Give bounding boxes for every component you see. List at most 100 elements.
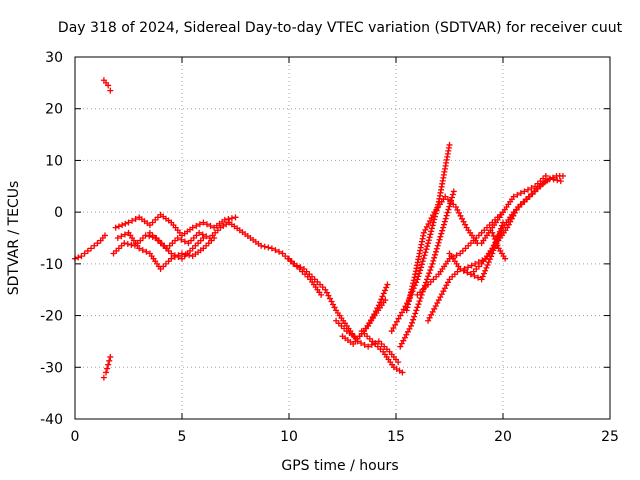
data-point bbox=[276, 248, 283, 255]
data-point bbox=[405, 298, 412, 305]
data-point bbox=[420, 255, 427, 262]
data-point bbox=[410, 280, 417, 287]
data-point bbox=[272, 247, 279, 254]
data-point bbox=[453, 252, 460, 259]
data-point bbox=[557, 178, 564, 185]
data-point bbox=[528, 185, 535, 192]
data-point bbox=[88, 245, 95, 252]
data-point bbox=[418, 261, 425, 268]
data-point bbox=[494, 242, 501, 249]
data-point bbox=[107, 87, 114, 94]
x-tick-label: 0 bbox=[71, 429, 80, 445]
data-point bbox=[510, 193, 517, 200]
data-point bbox=[440, 224, 447, 231]
series-arc-15 bbox=[403, 193, 481, 314]
data-point bbox=[415, 273, 422, 280]
series-arc-7 bbox=[146, 229, 207, 262]
series-arc-13 bbox=[388, 141, 453, 335]
data-point bbox=[489, 229, 496, 236]
data-point bbox=[393, 318, 400, 325]
data-point bbox=[94, 240, 101, 247]
series-arc-21 bbox=[489, 229, 509, 262]
data-point bbox=[425, 273, 432, 280]
x-axis-label: GPS time / hours bbox=[281, 458, 398, 474]
data-point bbox=[439, 227, 446, 234]
data-point bbox=[171, 252, 178, 259]
data-point bbox=[484, 262, 491, 269]
data-point bbox=[465, 264, 472, 271]
series-arc-3 bbox=[100, 353, 114, 381]
data-point bbox=[146, 233, 153, 240]
data-point bbox=[410, 277, 417, 284]
data-point bbox=[493, 239, 500, 246]
data-point bbox=[407, 289, 414, 296]
data-point bbox=[388, 328, 395, 335]
data-point bbox=[559, 172, 566, 179]
y-tick-label: -20 bbox=[40, 309, 63, 325]
y-tick-label: 30 bbox=[45, 50, 63, 66]
data-point bbox=[547, 175, 554, 182]
series-arc-19 bbox=[461, 175, 564, 273]
data-point bbox=[114, 235, 121, 241]
data-point bbox=[524, 186, 531, 193]
data-point bbox=[168, 250, 175, 257]
data-point bbox=[521, 188, 528, 195]
data-point bbox=[444, 209, 451, 216]
data-point bbox=[200, 219, 207, 226]
data-point bbox=[142, 232, 149, 239]
data-point bbox=[128, 241, 135, 248]
data-point bbox=[517, 190, 524, 197]
data-point bbox=[105, 82, 112, 89]
data-point bbox=[483, 264, 490, 271]
data-point bbox=[472, 260, 479, 267]
data-point bbox=[107, 353, 114, 360]
data-point bbox=[414, 304, 421, 311]
data-point bbox=[490, 232, 497, 239]
data-point bbox=[412, 310, 419, 317]
data-point bbox=[380, 290, 387, 297]
data-point bbox=[468, 262, 475, 269]
data-point bbox=[232, 214, 239, 221]
axis-ticks: 0 5 10 15 20 25 -40 -30 -20 -10 0 10 20 30 bbox=[40, 50, 619, 445]
series-arc-4 bbox=[112, 211, 239, 239]
data-point bbox=[132, 216, 139, 223]
data-point bbox=[139, 247, 146, 254]
data-point bbox=[382, 297, 389, 304]
data-point bbox=[409, 319, 416, 326]
data-point bbox=[491, 236, 498, 243]
data-point bbox=[415, 301, 422, 308]
series-arc-2 bbox=[100, 77, 114, 94]
data-point bbox=[480, 270, 487, 277]
chart-title: Day 318 of 2024, Sidereal Day-to-day VTE… bbox=[58, 20, 623, 36]
series-arc-1 bbox=[72, 232, 108, 262]
y-axis-label: SDTVAR / TECUs bbox=[6, 181, 22, 296]
data-point bbox=[168, 255, 175, 262]
data-point bbox=[258, 242, 265, 249]
x-tick-label: 5 bbox=[178, 429, 187, 445]
data-point bbox=[78, 253, 85, 260]
data-point bbox=[417, 264, 424, 271]
data-point bbox=[318, 291, 325, 298]
data-point bbox=[479, 273, 486, 280]
data-point bbox=[81, 250, 88, 257]
data-point bbox=[200, 235, 207, 241]
data-point bbox=[129, 217, 136, 224]
data-point bbox=[395, 359, 402, 366]
data-point bbox=[101, 232, 108, 239]
data-point bbox=[124, 241, 131, 248]
data-point bbox=[416, 298, 423, 305]
data-point bbox=[100, 374, 107, 381]
y-tick-label: 20 bbox=[45, 102, 63, 118]
data-point bbox=[174, 235, 181, 241]
series-arc-16 bbox=[414, 209, 506, 298]
data-point bbox=[442, 215, 449, 222]
data-point bbox=[461, 266, 468, 273]
data-point bbox=[361, 341, 368, 348]
data-point bbox=[378, 296, 385, 303]
data-point bbox=[430, 257, 437, 264]
data-point bbox=[358, 340, 365, 347]
data-point bbox=[448, 194, 455, 201]
data-point bbox=[403, 307, 410, 314]
data-point bbox=[404, 304, 411, 311]
